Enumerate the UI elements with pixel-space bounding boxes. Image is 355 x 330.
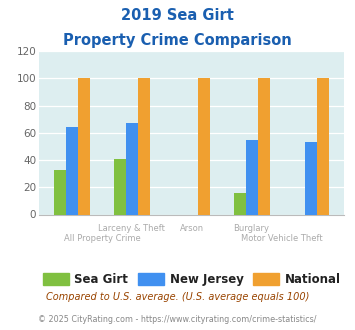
Bar (126, 123, 138, 214)
Bar (114, 159, 126, 214)
Bar (198, 79, 210, 214)
Text: Larceny & Theft: Larceny & Theft (98, 224, 165, 233)
Legend: Sea Girt, New Jersey, National: Sea Girt, New Jersey, National (38, 268, 345, 290)
Text: Burglary: Burglary (234, 224, 269, 233)
Bar (78, 79, 90, 214)
Text: Compared to U.S. average. (U.S. average equals 100): Compared to U.S. average. (U.S. average … (46, 292, 309, 302)
Text: © 2025 CityRating.com - https://www.cityrating.com/crime-statistics/: © 2025 CityRating.com - https://www.city… (38, 315, 317, 324)
Bar (66, 127, 78, 214)
Bar (317, 79, 329, 214)
Bar (257, 79, 269, 214)
Bar (246, 140, 257, 214)
Bar (234, 193, 246, 215)
Bar (54, 170, 66, 214)
Bar (305, 142, 317, 214)
Text: Motor Vehicle Theft: Motor Vehicle Theft (241, 234, 322, 243)
Text: 2019 Sea Girt: 2019 Sea Girt (121, 8, 234, 23)
Bar (138, 79, 150, 214)
Text: Property Crime Comparison: Property Crime Comparison (63, 33, 292, 48)
Text: All Property Crime: All Property Crime (64, 234, 140, 243)
Text: Arson: Arson (180, 224, 204, 233)
